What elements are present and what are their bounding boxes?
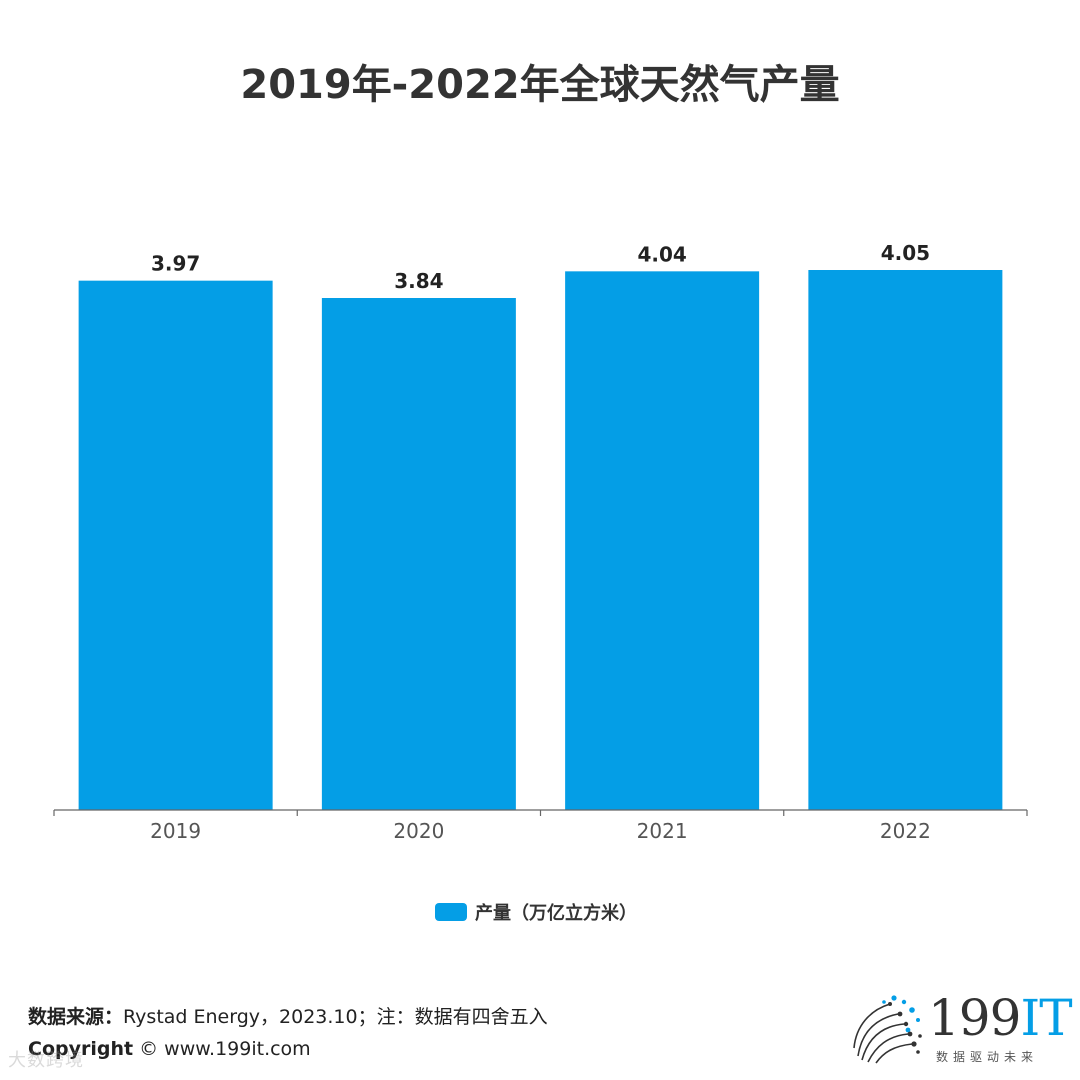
copyright-label: Copyright bbox=[28, 1038, 134, 1060]
bar-2021 bbox=[565, 271, 760, 810]
copyright-text: © www.199it.com bbox=[139, 1038, 311, 1060]
brand-logo: 199IT 数据驱动未来 bbox=[848, 989, 1073, 1070]
source-text: Rystad Energy，2023.10；注：数据有四舍五入 bbox=[123, 1006, 548, 1028]
copyright-note: Copyright © www.199it.com bbox=[28, 1038, 311, 1060]
chart-title: 2019年-2022年全球天然气产量 bbox=[240, 62, 840, 108]
tick-label-2021: 2021 bbox=[637, 819, 688, 843]
source-label: 数据来源： bbox=[28, 1006, 124, 1028]
data-label-2019: 3.97 bbox=[151, 252, 200, 276]
logo-dots-icon bbox=[853, 995, 922, 1064]
watermark: 大数跨境 bbox=[8, 1050, 84, 1071]
logo-wordmark: 199IT bbox=[928, 988, 1073, 1048]
source-note: 数据来源：Rystad Energy，2023.10；注：数据有四舍五入 bbox=[28, 1002, 548, 1029]
logo-tagline: 数据驱动未来 bbox=[936, 1050, 1039, 1064]
logo-accent: IT bbox=[1020, 989, 1072, 1047]
bars-group bbox=[78, 270, 1003, 811]
bar-2022 bbox=[808, 270, 1003, 810]
logo-main: 199 bbox=[928, 989, 1021, 1047]
bar-2020 bbox=[321, 298, 516, 810]
legend: 产量（万亿立方米） bbox=[435, 900, 637, 924]
tick-label-2022: 2022 bbox=[880, 819, 931, 843]
legend-label: 产量（万亿立方米） bbox=[475, 903, 637, 924]
bar-2019 bbox=[78, 280, 273, 811]
legend-swatch bbox=[435, 903, 467, 921]
data-label-2021: 4.04 bbox=[637, 242, 686, 266]
data-labels-group: 3.97 3.84 4.04 4.05 bbox=[151, 241, 930, 293]
tick-label-2020: 2020 bbox=[393, 819, 444, 843]
data-label-2020: 3.84 bbox=[394, 269, 443, 293]
x-axis: 2019 2020 2021 2022 bbox=[53, 809, 1028, 843]
tick-label-2019: 2019 bbox=[150, 819, 201, 843]
bar-chart: 3.97 3.84 4.04 4.05 2019 2020 2021 2022 bbox=[53, 241, 1028, 843]
data-label-2022: 4.05 bbox=[881, 241, 930, 265]
